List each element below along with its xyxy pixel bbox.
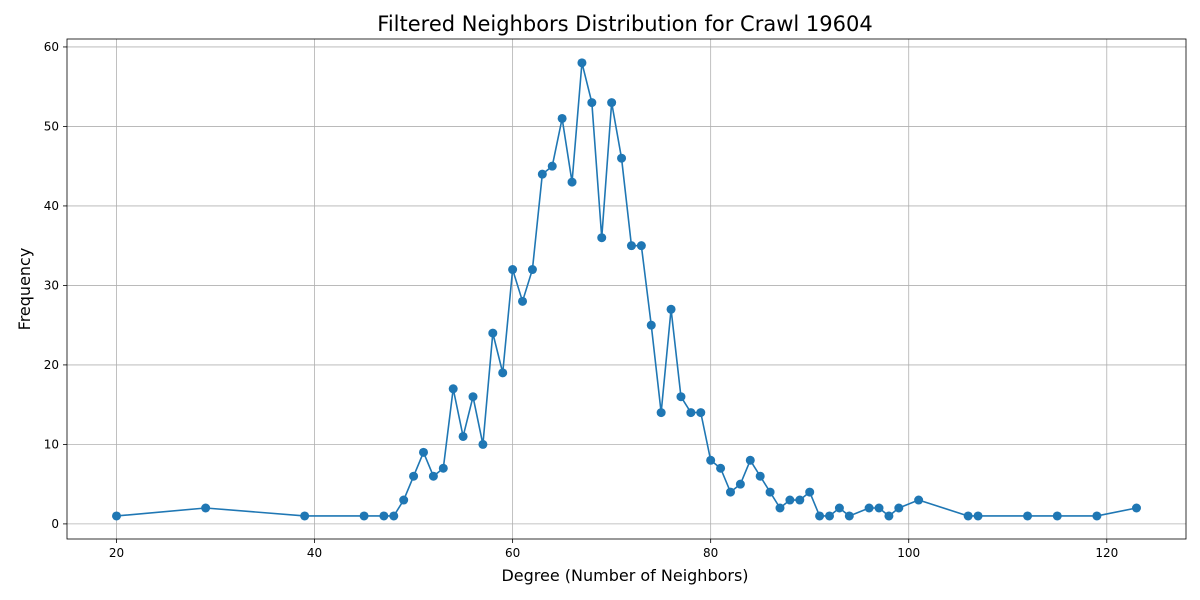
data-point	[300, 511, 310, 521]
y-tick-label: 20	[44, 358, 59, 372]
data-point	[597, 233, 607, 243]
data-point	[745, 455, 755, 465]
data-point	[557, 113, 567, 123]
data-point	[488, 328, 498, 338]
data-point	[666, 304, 676, 314]
data-point	[389, 511, 399, 521]
data-point	[359, 511, 369, 521]
data-point	[785, 495, 795, 505]
data-point	[508, 265, 518, 275]
y-axis-label: Frequency	[15, 248, 34, 331]
y-tick-label: 10	[44, 437, 59, 451]
y-tick-label: 0	[51, 517, 59, 531]
y-tick-label: 30	[44, 278, 59, 292]
x-tick-label: 20	[109, 546, 124, 560]
data-point	[1023, 511, 1033, 521]
data-point	[478, 439, 488, 449]
x-axis-label: Degree (Number of Neighbors)	[501, 566, 748, 585]
data-point	[547, 161, 557, 171]
data-point	[418, 447, 428, 457]
data-point	[725, 487, 735, 497]
y-tick-label: 40	[44, 199, 59, 213]
data-point	[973, 511, 983, 521]
chart-title: Filtered Neighbors Distribution for Craw…	[377, 12, 872, 36]
x-tick-label: 80	[703, 546, 718, 560]
data-point	[607, 98, 617, 108]
x-tick-label: 40	[307, 546, 322, 560]
data-point	[735, 479, 745, 489]
data-point	[409, 471, 419, 481]
data-point	[765, 487, 775, 497]
data-point	[1131, 503, 1141, 513]
data-point	[894, 503, 904, 513]
series-layer	[112, 58, 1141, 521]
data-point	[696, 408, 706, 418]
data-point	[844, 511, 854, 521]
data-point	[755, 471, 765, 481]
x-tick-label: 100	[897, 546, 920, 560]
data-point	[379, 511, 389, 521]
data-point	[428, 471, 438, 481]
data-point	[646, 320, 656, 330]
data-point	[577, 58, 587, 68]
data-point	[399, 495, 409, 505]
data-point	[527, 265, 537, 275]
data-point	[518, 296, 528, 306]
ticks: 20 40 60 80 100 120 0 10 20 30 40 50 60	[44, 40, 1119, 560]
data-point	[815, 511, 825, 521]
data-point	[795, 495, 805, 505]
data-point	[874, 503, 884, 513]
data-point	[458, 431, 468, 441]
data-point	[498, 368, 508, 378]
data-point	[963, 511, 973, 521]
data-point	[617, 153, 627, 163]
data-point	[805, 487, 815, 497]
x-tick-label: 60	[505, 546, 520, 560]
x-tick-label: 120	[1095, 546, 1118, 560]
data-point	[825, 511, 835, 521]
data-point	[1052, 511, 1062, 521]
data-point	[716, 463, 726, 473]
data-point	[834, 503, 844, 513]
data-point	[914, 495, 924, 505]
data-point	[686, 408, 696, 418]
data-point	[656, 408, 666, 418]
data-point	[676, 392, 686, 402]
data-point	[438, 463, 448, 473]
data-point	[448, 384, 458, 394]
y-tick-label: 50	[44, 119, 59, 133]
data-point	[112, 511, 122, 521]
data-point	[537, 169, 547, 179]
data-point	[775, 503, 785, 513]
y-tick-label: 60	[44, 40, 59, 54]
data-point	[884, 511, 894, 521]
data-point	[636, 241, 646, 251]
data-point	[587, 98, 597, 108]
plot-frame	[66, 38, 1187, 540]
data-point	[567, 177, 577, 187]
data-point	[1092, 511, 1102, 521]
data-point	[706, 455, 716, 465]
data-point	[201, 503, 211, 513]
data-point	[864, 503, 874, 513]
data-point	[468, 392, 478, 402]
data-point	[626, 241, 636, 251]
